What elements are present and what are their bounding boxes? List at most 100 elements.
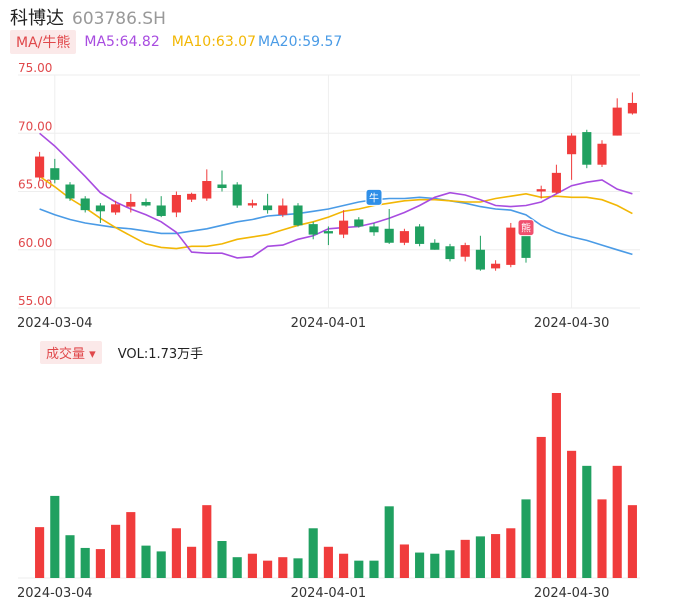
volume-bar (384, 506, 394, 578)
candle-body (445, 246, 455, 260)
volume-bar (35, 527, 45, 578)
volume-bar (339, 553, 349, 578)
candle-body (111, 204, 121, 213)
volume-bar (156, 551, 166, 578)
volume-bar (232, 557, 242, 578)
candle-body (384, 228, 394, 243)
volume-bar (399, 544, 409, 578)
ma10-line (39, 175, 633, 250)
volume-legend: 成交量 ▾ VOL:1.73万手 (40, 340, 204, 364)
candle-body (627, 102, 637, 114)
volume-bar (323, 546, 333, 578)
bull-marker-label: 牛 (369, 191, 379, 204)
candle-body (354, 219, 364, 227)
candle-body (278, 205, 288, 215)
volume-bar (506, 528, 516, 578)
ma5-legend: MA5:64.82 (84, 34, 160, 50)
stock-name: 科博达 (10, 8, 64, 29)
volume-bar (597, 499, 607, 578)
volume-tag-label: 成交量 (46, 346, 86, 362)
bear-marker-label: 熊 (521, 222, 531, 235)
bull-marker-badge (365, 188, 383, 206)
x-tick-label: 2024-03-04 (17, 586, 93, 601)
volume-indicator-selector[interactable]: 成交量 ▾ (40, 340, 102, 364)
volume-bar (278, 557, 288, 578)
x-tick-label: 2024-04-01 (291, 586, 367, 601)
volume-bar (430, 553, 440, 578)
volume-bar (111, 524, 121, 578)
candle-body (491, 263, 501, 269)
y-tick-label: 70.00 (18, 119, 52, 133)
ma10-legend: MA10:63.07 (171, 34, 257, 50)
candle-body (293, 205, 303, 226)
volume-bar (247, 553, 257, 578)
candle-body (369, 226, 379, 233)
ma-indicator-selector[interactable]: MA/牛熊 (10, 30, 77, 54)
volume-bar (627, 505, 637, 578)
ma-legend: MA/牛熊 MA5:64.82 MA10:63.07 MA20:59.57 (10, 30, 342, 54)
volume-bar (80, 547, 90, 578)
candle-body (415, 226, 425, 244)
x-tick-label: 2024-04-30 (534, 316, 610, 331)
dropdown-arrow-icon: ▾ (89, 346, 96, 362)
candle-body (612, 107, 622, 136)
x-tick-label: 2024-04-01 (291, 316, 367, 331)
volume-bar (95, 549, 105, 578)
candle-body (308, 224, 318, 235)
candle-body (247, 203, 257, 206)
y-tick-label: 60.00 (18, 236, 52, 250)
volume-bar (551, 393, 561, 578)
volume-bar (308, 528, 318, 578)
stock-code: 603786.SH (72, 9, 166, 29)
volume-bar (536, 436, 546, 578)
y-tick-label: 55.00 (18, 294, 52, 308)
volume-bar (293, 558, 303, 578)
candle-body (323, 231, 333, 234)
volume-bar (141, 545, 151, 578)
title-row: 科博达 603786.SH (10, 4, 166, 29)
candle-body (521, 233, 531, 258)
volume-bar (475, 536, 485, 578)
candle-body (35, 156, 45, 178)
candle-body (80, 198, 90, 211)
candle-body (156, 205, 166, 216)
volume-bar (460, 539, 470, 578)
volume-bar (263, 560, 273, 578)
ma5-line (39, 132, 633, 259)
candle-body (506, 227, 516, 265)
candle-body (460, 245, 470, 257)
candle-body (95, 205, 105, 212)
volume-bar (491, 534, 501, 578)
y-tick-label: 65.00 (18, 178, 52, 192)
candle-body (551, 172, 561, 193)
candle-body (536, 189, 546, 192)
volume-bar (171, 528, 181, 578)
candle-body (217, 184, 227, 189)
x-tick-label: 2024-03-04 (17, 316, 93, 331)
candle-body (187, 193, 197, 200)
volume-bar (415, 552, 425, 578)
bear-marker-badge (517, 219, 535, 237)
candle-body (567, 135, 577, 155)
candle-body (171, 194, 181, 213)
volume-bar (369, 560, 379, 578)
x-tick-label: 2024-04-30 (534, 586, 610, 601)
candle-body (202, 181, 212, 199)
candle-body (582, 132, 592, 165)
candle-body (339, 220, 349, 235)
candle-body (399, 231, 409, 243)
candle-body (430, 242, 440, 250)
y-tick-label: 75.00 (18, 61, 52, 75)
volume-bar (582, 465, 592, 578)
ma20-legend: MA20:59.57 (258, 34, 343, 50)
volume-bar (50, 495, 60, 578)
candle-body (263, 205, 273, 211)
candle-body (126, 201, 136, 207)
volume-value: VOL:1.73万手 (117, 346, 204, 362)
volume-bar (202, 505, 212, 578)
candle-body (50, 168, 60, 180)
volume-bar (612, 465, 622, 578)
volume-bar (217, 541, 227, 578)
volume-bar (65, 535, 75, 578)
